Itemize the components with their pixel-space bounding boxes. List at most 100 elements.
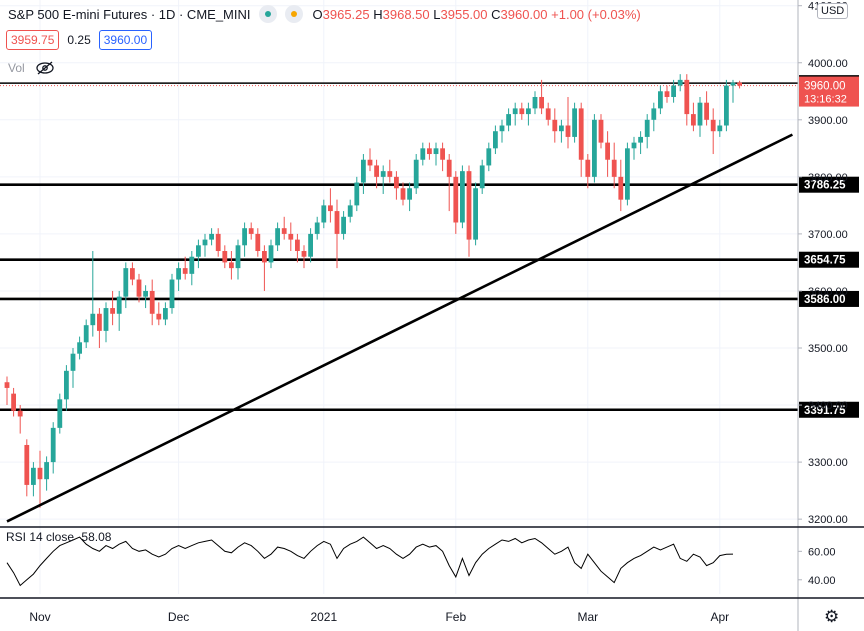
candle-body: [545, 108, 551, 120]
candle-body: [367, 159, 373, 166]
gear-icon[interactable]: ⚙: [824, 607, 840, 626]
candle-body: [50, 427, 56, 463]
candle-body: [202, 239, 208, 246]
candle-body: [11, 393, 16, 411]
candle-body: [737, 82, 742, 86]
candle-body: [347, 205, 353, 217]
level-badge: [799, 401, 859, 418]
candle-body: [308, 233, 313, 257]
level-label: 3586.00: [804, 294, 846, 306]
candle-body: [44, 462, 49, 480]
candle-body: [394, 176, 399, 189]
currency-button[interactable]: USD: [817, 3, 849, 19]
last-price-badge: [799, 76, 859, 107]
candle-body: [334, 211, 340, 234]
x-tick-label: Feb: [445, 610, 466, 624]
candle-body: [433, 148, 439, 155]
candle-body: [486, 148, 492, 166]
grid: [0, 0, 798, 594]
candle-body: [321, 205, 327, 223]
candle-body: [407, 188, 412, 200]
eye-hidden-icon[interactable]: [35, 61, 55, 75]
candle-body: [156, 313, 162, 320]
candle-body: [578, 108, 584, 160]
symbol-legend: S&P 500 E-mini Futures · 1D · CME_MINI O…: [8, 5, 641, 23]
candle-body: [473, 188, 478, 240]
green-dot-icon[interactable]: [258, 5, 277, 23]
candle-body: [116, 296, 122, 314]
candle-body: [625, 148, 630, 200]
candle-body: [235, 245, 241, 269]
rsi-value: 58.08: [81, 530, 112, 544]
rsi-legend: RSI 14 close 58.08: [6, 530, 111, 544]
ask-button[interactable]: 3960.00: [98, 30, 153, 50]
candle-body: [493, 131, 498, 149]
rsi-tick-label: 60.00: [808, 546, 836, 558]
rsi-label: RSI 14 close: [6, 530, 75, 544]
y-tick-label: 3900.00: [808, 115, 848, 127]
candle-body: [638, 136, 643, 143]
candle-body: [631, 142, 637, 149]
trendline: [6, 133, 793, 523]
candle-body: [710, 119, 716, 132]
candle-body: [149, 290, 155, 314]
rsi-tick-label: 40.00: [808, 575, 836, 587]
y-tick-label: 3800.00: [808, 172, 848, 184]
candle-body: [532, 96, 538, 109]
candle-body: [288, 233, 294, 240]
y-tick-label: 3600.00: [808, 286, 848, 298]
candle-body: [242, 228, 247, 246]
candle-body: [664, 91, 670, 97]
spread-value: 0.25: [67, 33, 91, 47]
candle-body: [605, 142, 610, 160]
candle-body: [176, 268, 181, 280]
candle-body: [724, 85, 729, 126]
candle-body: [684, 79, 690, 115]
trendline-layer: [6, 133, 793, 523]
candle-body: [83, 325, 89, 343]
change-value: +1.00 (+0.03%): [551, 6, 641, 22]
candle-body: [189, 256, 195, 274]
y-tick-label: 3700.00: [808, 229, 848, 241]
candle-body: [460, 171, 465, 223]
candle-body: [374, 165, 379, 177]
candle-body: [215, 233, 221, 252]
candle-body: [559, 125, 564, 132]
candle-body: [281, 228, 287, 234]
candle-body: [572, 108, 577, 137]
candle-body: [512, 108, 518, 115]
rsi-line: [6, 536, 734, 587]
candle-body: [717, 125, 723, 132]
candle-body: [314, 222, 320, 234]
level-badge: [799, 251, 859, 268]
candle-body: [103, 308, 109, 331]
candle-body: [671, 85, 676, 97]
candle-body: [163, 308, 168, 320]
candle-body: [420, 148, 426, 160]
y-tick-label: 3200.00: [808, 514, 848, 526]
candle-body: [262, 251, 267, 263]
y-tick-label: 3500.00: [808, 343, 848, 355]
symbol-title[interactable]: S&P 500 E-mini Futures · 1D · CME_MINI: [8, 6, 251, 22]
candle-body: [427, 148, 432, 155]
candle-body: [37, 467, 43, 480]
candle-body: [611, 159, 617, 177]
candle-body: [341, 216, 346, 234]
candle-body: [453, 176, 459, 223]
candle-body: [361, 159, 366, 183]
bid-button[interactable]: 3959.75: [6, 30, 60, 50]
candle-body: [354, 182, 360, 206]
candle-body: [196, 245, 201, 257]
level-label: 3654.75: [804, 255, 846, 267]
candle-body: [90, 313, 96, 326]
candle-body: [136, 279, 142, 297]
level-label: 3391.75: [804, 405, 846, 417]
x-tick-label: 2021: [310, 610, 337, 624]
y-tick-label: 3400.00: [808, 400, 848, 412]
candle-body: [268, 245, 274, 263]
orange-dot-icon[interactable]: [284, 5, 303, 23]
candle-body: [130, 268, 135, 280]
candle-body: [413, 159, 419, 189]
candle-body: [97, 313, 102, 331]
